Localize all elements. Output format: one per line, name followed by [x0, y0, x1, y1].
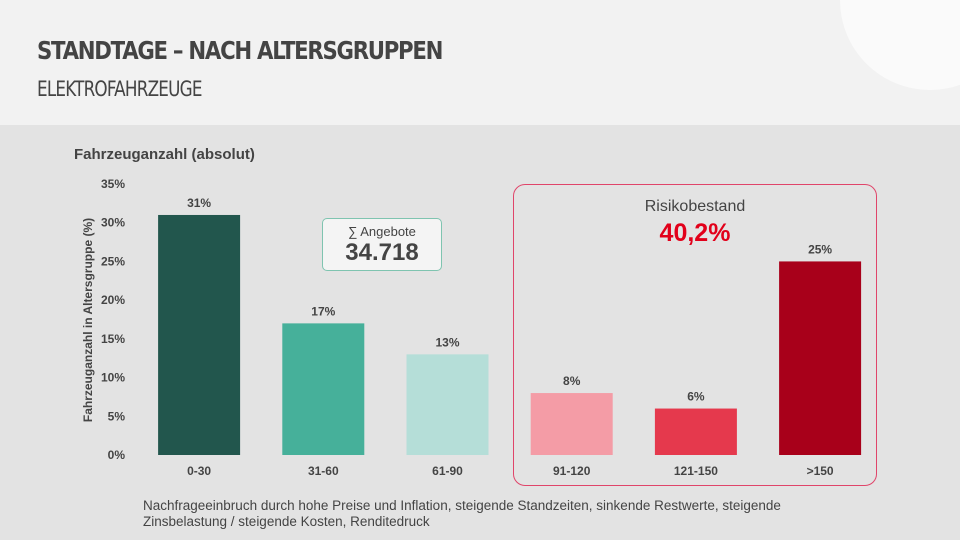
x-tick-label: 121-150: [674, 464, 718, 478]
x-tick-label: 0-30: [187, 464, 211, 478]
header: STANDTAGE – NACH ALTERSGRUPPEN ELEKTROFA…: [0, 0, 960, 125]
summary-label: ∑ Angebote: [348, 224, 416, 239]
x-tick-label: >150: [807, 464, 834, 478]
data-label: 6%: [687, 390, 705, 404]
summary-value: 34.718: [345, 239, 419, 266]
x-tick-label: 91-120: [553, 464, 591, 478]
footnote: Nachfrageeinbruch durch hohe Preise und …: [143, 498, 781, 529]
data-label: 13%: [435, 335, 459, 349]
data-label: 25%: [808, 242, 832, 256]
chart-title: Fahrzeuganzahl (absolut): [74, 146, 255, 163]
bar: [406, 354, 489, 455]
x-tick-label: 61-90: [432, 464, 463, 478]
y-tick-label: 10%: [101, 371, 125, 385]
bar: [779, 261, 862, 455]
y-tick-label: 20%: [101, 293, 125, 307]
bar: [282, 323, 365, 455]
y-tick-label: 15%: [101, 332, 125, 346]
data-label: 17%: [311, 304, 335, 318]
y-tick-label: 30%: [101, 216, 125, 230]
risk-box: Risikobestand 40,2%: [513, 184, 877, 486]
data-label: 8%: [563, 374, 581, 388]
y-tick-label: 5%: [108, 409, 126, 423]
data-label: 31%: [187, 196, 211, 210]
bar: [158, 214, 241, 455]
page-title: STANDTAGE – NACH ALTERSGRUPPEN: [37, 36, 443, 65]
summary-box: ∑ Angebote 34.718: [322, 218, 442, 271]
x-tick-label: 31-60: [308, 464, 339, 478]
bar: [654, 408, 737, 455]
y-tick-label: 35%: [101, 177, 125, 191]
risk-label: Risikobestand: [644, 198, 746, 215]
y-tick-label: 25%: [101, 254, 125, 268]
page-subtitle: ELEKTROFAHRZEUGE: [37, 77, 202, 101]
bar: [530, 393, 613, 455]
risk-value: 40,2%: [659, 219, 731, 247]
y-tick-label: 0%: [108, 448, 126, 462]
